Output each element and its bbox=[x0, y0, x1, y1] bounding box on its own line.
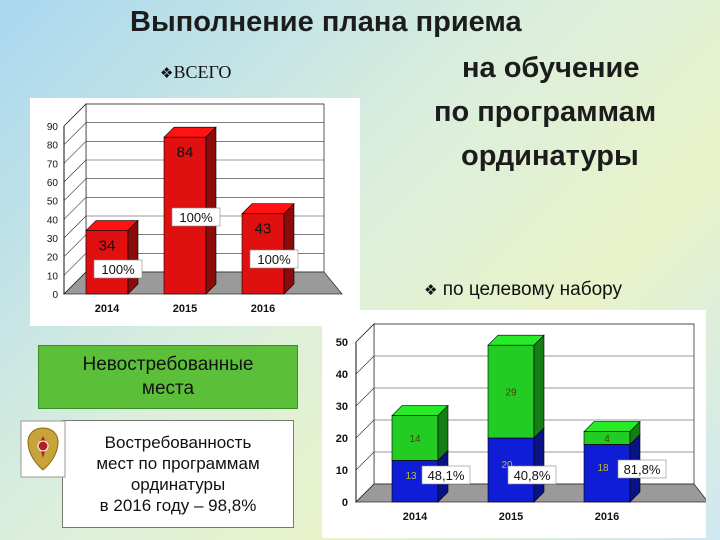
gridline-diagonal bbox=[63, 178, 87, 201]
percent-label: 100% bbox=[101, 262, 135, 277]
unclaimed-places-box: Невостребованные места bbox=[38, 345, 298, 409]
demand-box: Востребованность мест по программам орди… bbox=[62, 420, 294, 528]
bar-2015-series-2-side bbox=[533, 334, 545, 439]
bar-2015-series-1-side bbox=[533, 427, 545, 503]
percent-label-box bbox=[171, 207, 221, 227]
x-tick-label: 2014 bbox=[95, 303, 120, 315]
bar-2014 bbox=[85, 219, 139, 295]
y-tick-label: 0 bbox=[52, 290, 58, 301]
chart-total: 0 10 20 30 40 50 60 70 80 90 2014 34 2015 84 2016 43 100… bbox=[30, 98, 360, 326]
percent-label-box bbox=[617, 459, 667, 479]
unclaimed-line-1: Невостребованные bbox=[82, 354, 254, 375]
data-label: 13 bbox=[405, 471, 417, 482]
title-line-1: Выполнение плана приема bbox=[130, 6, 522, 38]
y-tick-label: 90 bbox=[47, 122, 59, 133]
gridline-diagonal bbox=[63, 159, 87, 183]
demand-line-1: Востребованность bbox=[104, 433, 252, 452]
title-line-3: по программам bbox=[434, 96, 657, 128]
bullet-target-label: по целевому набору bbox=[442, 279, 622, 300]
bullet-marker-icon: ❖ bbox=[424, 281, 438, 299]
x-tick-label: 2016 bbox=[251, 303, 275, 315]
bar-2016-series-2 bbox=[583, 420, 641, 446]
percent-label: 100% bbox=[257, 252, 291, 267]
bar-2014-series-2-front bbox=[391, 415, 439, 461]
bar-2015-series-2-front bbox=[487, 344, 535, 439]
bar-2016 bbox=[241, 203, 295, 295]
y-tick-label: 30 bbox=[336, 401, 348, 413]
coat-of-arms-icon bbox=[20, 420, 66, 478]
percent-label-box bbox=[507, 465, 557, 485]
x-tick-label: 2015 bbox=[173, 303, 197, 315]
gridline-diagonal bbox=[63, 122, 87, 145]
gridline-diagonal bbox=[355, 355, 375, 375]
y-tick-label: 30 bbox=[47, 234, 59, 245]
gridline-diagonal bbox=[355, 483, 375, 503]
data-label: 14 bbox=[409, 434, 421, 445]
gridline-diagonal bbox=[63, 234, 87, 257]
y-tick-label: 0 bbox=[342, 497, 348, 509]
bar-2014-series-2 bbox=[391, 404, 449, 462]
demand-line-2: мест по программам bbox=[96, 454, 260, 473]
gridline-diagonal bbox=[355, 323, 375, 343]
percent-label-box bbox=[421, 465, 471, 485]
data-label: 20 bbox=[501, 460, 513, 471]
title-line-2: на обучение bbox=[462, 52, 640, 84]
bar-2016-side bbox=[283, 203, 295, 295]
gridline-diagonal bbox=[63, 271, 87, 295]
data-label: 43 bbox=[255, 221, 272, 238]
bullet-total: ❖ВСЕГО bbox=[160, 62, 231, 83]
x-tick-label: 2015 bbox=[499, 511, 523, 523]
percent-label-box bbox=[249, 249, 299, 269]
chart-target-side-wall bbox=[355, 323, 375, 503]
bullet-total-label: ВСЕГО bbox=[173, 62, 232, 82]
gridline-diagonal bbox=[63, 141, 87, 164]
x-tick-label: 2016 bbox=[595, 511, 619, 523]
gridline-diagonal bbox=[355, 451, 375, 471]
demand-line-3: ординатуры bbox=[130, 475, 226, 494]
percent-label: 48,1% bbox=[428, 468, 465, 483]
y-tick-label: 80 bbox=[47, 141, 59, 152]
x-tick-label: 2014 bbox=[403, 511, 428, 523]
y-tick-label: 50 bbox=[47, 197, 59, 208]
bar-2014-side bbox=[127, 219, 139, 295]
percent-label: 40,8% bbox=[514, 468, 551, 483]
gridline-diagonal bbox=[63, 215, 87, 239]
gridline-diagonal bbox=[355, 387, 375, 407]
bar-2015-series-1 bbox=[487, 427, 545, 503]
percent-label-box bbox=[93, 259, 143, 279]
y-tick-label: 50 bbox=[336, 337, 348, 349]
title-line-4: ординатуры bbox=[461, 140, 639, 172]
y-tick-label: 40 bbox=[336, 369, 348, 381]
bar-2014-series-2-side bbox=[437, 404, 449, 462]
gridline-diagonal bbox=[63, 197, 87, 220]
bullet-target: ❖ по целевому набору bbox=[424, 279, 622, 301]
data-label: 4 bbox=[604, 434, 610, 445]
y-tick-label: 10 bbox=[47, 271, 59, 282]
y-tick-label: 60 bbox=[47, 178, 59, 189]
gridline-diagonal bbox=[63, 253, 87, 276]
data-label: 18 bbox=[597, 463, 609, 474]
data-label: 84 bbox=[177, 144, 194, 161]
y-tick-label: 20 bbox=[47, 253, 59, 264]
bar-2016-series-2-side bbox=[629, 420, 641, 446]
y-tick-label: 40 bbox=[47, 215, 59, 226]
bar-2015-series-2 bbox=[487, 334, 545, 439]
data-label: 34 bbox=[99, 238, 116, 255]
gridline-diagonal bbox=[355, 419, 375, 439]
y-tick-label: 10 bbox=[336, 465, 348, 477]
chart-target: 0 10 20 30 40 50 2014 13 14 2015 20 29 2016 18 4 48,1% 4… bbox=[322, 310, 706, 538]
gridline-diagonal bbox=[63, 103, 87, 127]
y-tick-label: 70 bbox=[47, 159, 59, 170]
unclaimed-line-2: места bbox=[141, 378, 195, 399]
demand-line-4: в 2016 году – 98,8% bbox=[99, 496, 257, 515]
chart-total-side-wall bbox=[63, 103, 87, 295]
data-label: 29 bbox=[505, 388, 517, 399]
bullet-marker-icon: ❖ bbox=[160, 64, 174, 82]
percent-label: 81,8% bbox=[624, 462, 661, 477]
y-tick-label: 20 bbox=[336, 433, 348, 445]
percent-label: 100% bbox=[179, 210, 213, 225]
